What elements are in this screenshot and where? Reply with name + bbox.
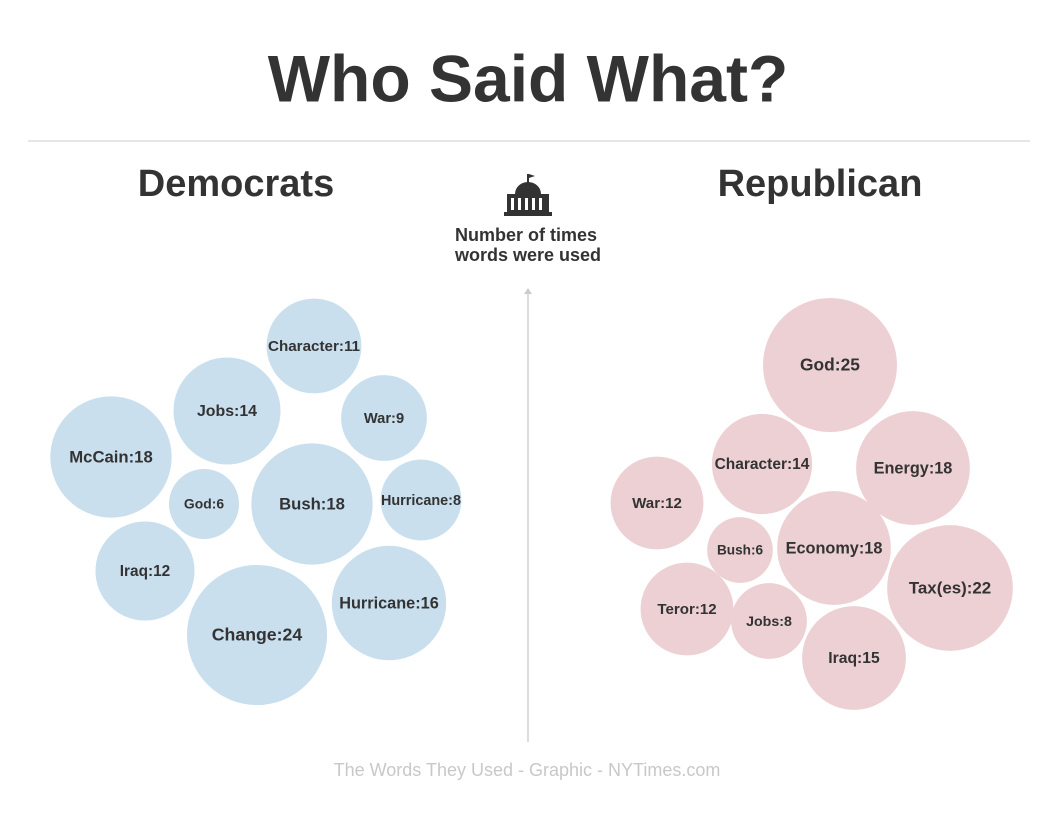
bubble (95, 521, 195, 621)
bubble-label: Character:14 (715, 456, 810, 473)
source: The Words They Used - Graphic - NYTimes.… (334, 760, 721, 780)
legend-note: Number of times (455, 225, 597, 245)
bubble-label: Jobs:14 (197, 403, 257, 420)
bubble (802, 606, 906, 710)
bubble-label: Hurricane:16 (339, 594, 439, 612)
bubble-label: Bush:6 (717, 543, 764, 558)
bubble-label: God:6 (184, 496, 224, 512)
bubble (640, 562, 734, 656)
bubble-label: Bush:18 (279, 494, 345, 513)
bubble-label: Energy:18 (874, 459, 953, 477)
bubble (380, 459, 462, 541)
bubble-label: Change:24 (212, 625, 303, 645)
bubble (266, 298, 362, 394)
bubble (331, 545, 447, 661)
bubble (887, 525, 1013, 651)
bubble (50, 396, 172, 518)
group-title: Republican (718, 163, 923, 205)
bubble-label: Teror:12 (657, 601, 716, 618)
page-title: Who Said What? (268, 41, 789, 115)
bubble-label: God:25 (800, 355, 860, 375)
bubble-label: Iraq:12 (120, 563, 170, 580)
bubble (186, 564, 328, 706)
bubble (173, 357, 281, 465)
bubble-label: Character:11 (268, 338, 361, 355)
bubble-label: Tax(es):22 (909, 578, 991, 597)
axis-arrow (524, 288, 532, 294)
bubble (731, 583, 807, 659)
bubble-label: War:12 (632, 495, 682, 512)
bubble (711, 413, 813, 515)
bubble (168, 468, 240, 540)
bubble (341, 375, 427, 461)
capitol-icon (504, 174, 552, 216)
bubble (763, 298, 897, 432)
bubble (251, 443, 373, 565)
bubble (777, 491, 891, 605)
bubble-label: McCain:18 (69, 447, 152, 466)
bubble-label: Hurricane:8 (381, 493, 461, 509)
group-title: Democrats (138, 163, 334, 205)
bubble (707, 517, 773, 583)
legend-note: words were used (454, 245, 601, 265)
bubble (610, 456, 704, 550)
bubble (856, 411, 970, 525)
bubble-label: Economy:18 (786, 539, 883, 557)
bubble-label: Iraq:15 (828, 650, 880, 667)
bubble-label: Jobs:8 (746, 614, 792, 630)
bubble-label: War:9 (364, 411, 404, 427)
